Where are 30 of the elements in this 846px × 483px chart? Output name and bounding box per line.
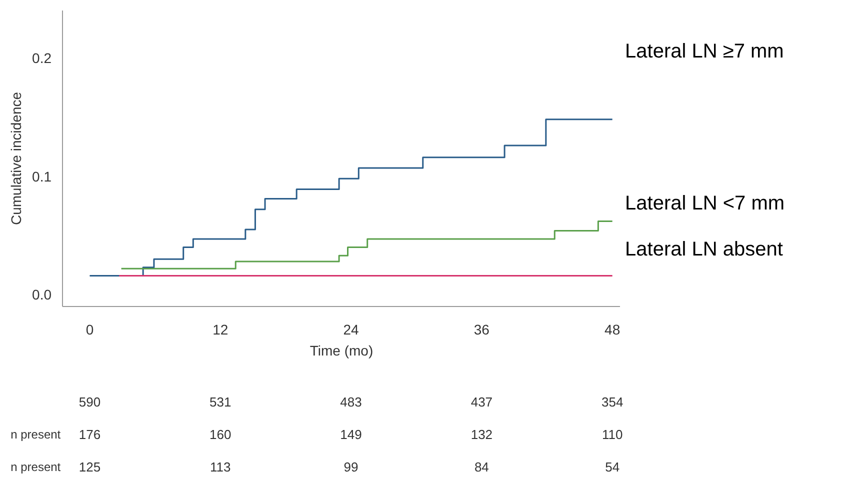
x-tick-label: 24 (343, 322, 360, 338)
x-axis-title: Time (mo) (310, 342, 374, 358)
text: 132 (470, 427, 493, 442)
text: 113 (210, 460, 231, 475)
x-tick-label: 12 (212, 322, 228, 338)
text: 176 (78, 427, 101, 442)
x-tick-label: 36 (474, 322, 490, 338)
y-tick-label: 0.2 (32, 50, 52, 66)
text: 354 (601, 394, 624, 410)
text: n present (10, 460, 62, 474)
text: 437 (470, 394, 493, 410)
series-label: Lateral LN absent (625, 238, 784, 261)
text: 483 (340, 394, 362, 410)
text: n present (10, 428, 62, 442)
text: 54 (605, 460, 620, 475)
x-tick-label: 0 (86, 322, 94, 338)
text: 110 (602, 427, 623, 442)
text: 160 (210, 427, 232, 442)
text: 125 (78, 460, 101, 475)
text: 590 (78, 394, 101, 410)
y-tick-label: 0.1 (32, 168, 52, 184)
x-tick-label: 48 (604, 322, 620, 338)
series-label: Lateral LN <7 mm (625, 192, 785, 214)
text: 99 (344, 460, 358, 475)
text: 84 (474, 460, 489, 475)
y-tick-label: 0.0 (32, 286, 52, 303)
text: 149 (340, 427, 362, 442)
text: 531 (210, 394, 232, 410)
text: Lateral LN ≥7 mm (625, 40, 784, 62)
y-axis-title: Cumulative incidence (8, 92, 24, 226)
